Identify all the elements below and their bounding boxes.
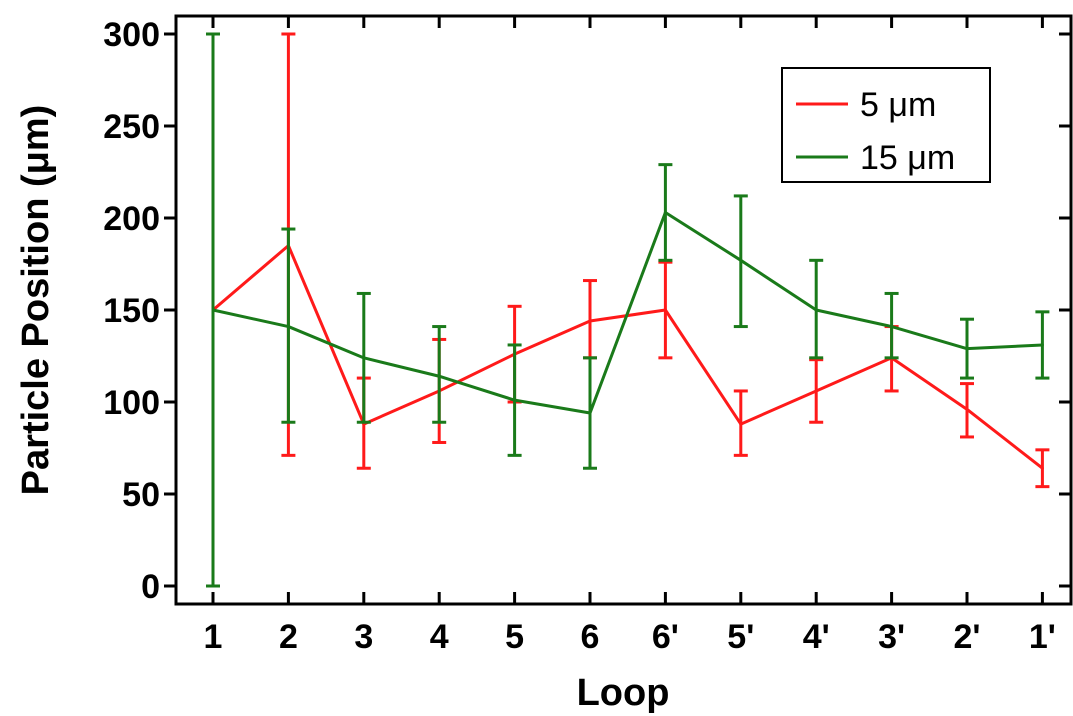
- series-line-1: [212, 210, 1043, 415]
- data-point-1-4: [513, 398, 517, 402]
- data-point-1-1: [286, 325, 290, 329]
- y-tick-label-250: 250: [103, 108, 160, 146]
- y-axis-title: Particle Position (μm): [15, 105, 57, 496]
- data-point-1-11: [1040, 343, 1044, 347]
- y-tick-label-0: 0: [141, 568, 160, 606]
- data-point-1-2: [362, 356, 366, 360]
- data-point-1-0: [211, 308, 215, 312]
- x-tick-label-9: 3': [878, 618, 905, 656]
- series-1: [206, 32, 1050, 588]
- x-tick-label-4: 5: [505, 618, 524, 656]
- y-tick-label-100: 100: [103, 384, 160, 422]
- x-tick-label-1: 2: [279, 618, 298, 656]
- x-tick-label-11: 1': [1029, 618, 1056, 656]
- x-tick-label-2: 3: [354, 618, 373, 656]
- y-tick-label-50: 50: [122, 476, 160, 514]
- x-axis-title: Loop: [577, 672, 670, 714]
- y-tick-label-200: 200: [103, 200, 160, 238]
- series-line-0: [212, 244, 1044, 470]
- y-tick-label-150: 150: [103, 292, 160, 330]
- data-point-1-10: [965, 347, 969, 351]
- y-axis: 0 50 100 150 200 250 300: [103, 16, 1071, 606]
- data-point-1-6: [663, 210, 667, 214]
- data-point-1-5: [588, 411, 592, 415]
- y-tick-label-300: 300: [103, 16, 160, 54]
- data-point-0-5: [588, 319, 592, 323]
- x-tick-label-7: 5': [727, 618, 754, 656]
- x-tick-label-0: 1: [204, 618, 223, 656]
- data-point-0-10: [965, 407, 969, 411]
- legend: 5 μm 15 μm: [781, 67, 991, 183]
- data-point-1-3: [437, 374, 441, 378]
- data-point-0-8: [814, 389, 818, 393]
- data-point-0-7: [739, 422, 743, 426]
- x-tick-label-8: 4': [803, 618, 830, 656]
- data-point-1-9: [890, 325, 894, 329]
- data-point-1-7: [739, 258, 743, 262]
- series-layer: [206, 32, 1050, 588]
- x-tick-label-3: 4: [430, 618, 449, 656]
- legend-label-5um: 5 μm: [860, 86, 936, 124]
- legend-box: [781, 67, 991, 183]
- data-point-0-11: [1040, 466, 1044, 470]
- legend-label-15um: 15 μm: [860, 139, 955, 177]
- x-tick-label-6: 6': [652, 618, 679, 656]
- data-point-0-6: [663, 308, 667, 312]
- data-point-1-8: [814, 308, 818, 312]
- x-axis: 1 2 3 4 5 6 6' 5' 4' 3' 2' 1': [204, 16, 1056, 656]
- x-tick-label-5: 6: [581, 618, 600, 656]
- x-tick-label-10: 2': [954, 618, 981, 656]
